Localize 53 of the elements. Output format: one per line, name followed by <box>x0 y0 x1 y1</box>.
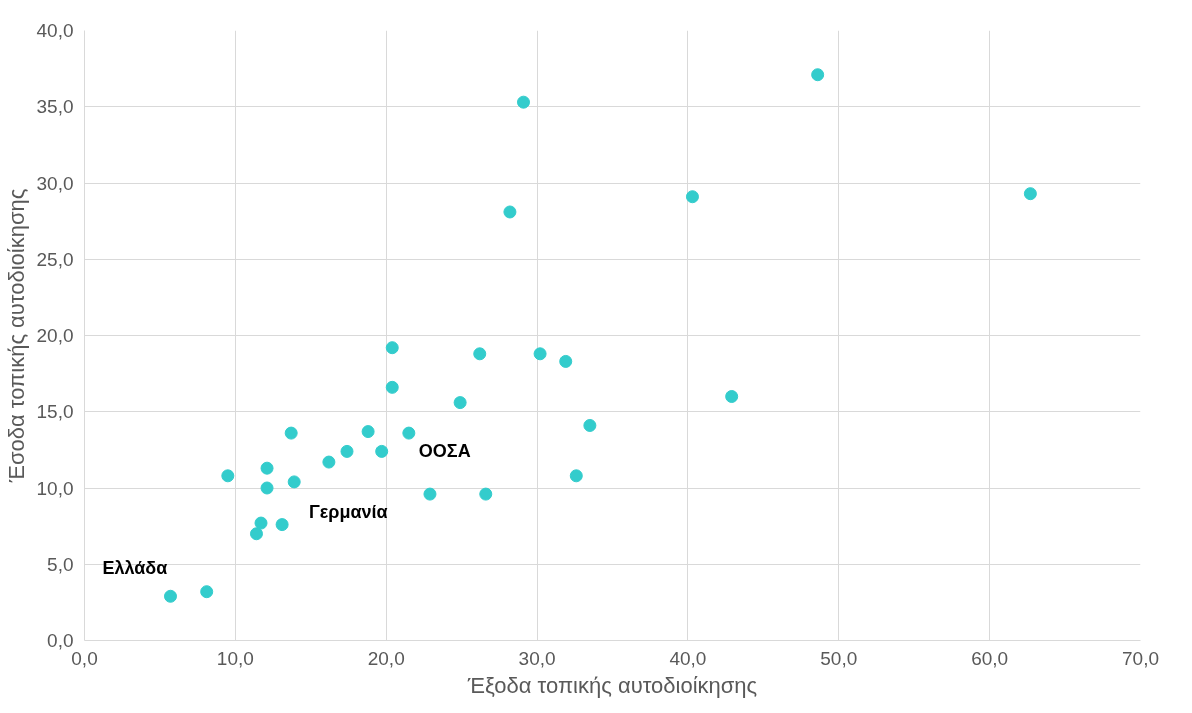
x-tick-label: 50,0 <box>820 647 858 669</box>
point <box>1023 187 1037 201</box>
point <box>725 390 739 403</box>
point <box>249 527 263 541</box>
x-tick-label: 60,0 <box>971 647 1009 669</box>
y-tick-label: 35,0 <box>36 96 74 118</box>
y-tick-label: 15,0 <box>36 401 74 423</box>
point <box>559 354 573 368</box>
point <box>275 518 289 532</box>
point <box>284 426 298 440</box>
point <box>402 426 416 440</box>
point <box>473 347 487 361</box>
point <box>385 380 399 394</box>
y-tick-label: 20,0 <box>36 325 74 346</box>
point <box>254 516 268 530</box>
point <box>287 475 301 489</box>
point <box>322 455 336 469</box>
point <box>200 585 214 599</box>
point <box>811 68 825 82</box>
y-tick-label: 40,0 <box>36 20 74 41</box>
y-tick-label: 30,0 <box>36 172 74 194</box>
point <box>479 487 493 501</box>
point <box>375 444 389 458</box>
point <box>569 469 583 483</box>
y-tick-label: 0,0 <box>47 630 74 651</box>
point <box>340 444 354 458</box>
annotation: Ελλάδα <box>102 558 168 579</box>
x-tick-label: 30,0 <box>518 647 556 669</box>
point <box>260 461 274 475</box>
point <box>385 341 399 355</box>
x-tick-label: 20,0 <box>367 647 405 669</box>
y-tick-label: 25,0 <box>36 248 74 270</box>
x-tick-label: 0,0 <box>71 647 98 669</box>
point <box>503 205 517 219</box>
x-tick-label: 70,0 <box>1122 647 1159 669</box>
y-tick-label: 5,0 <box>47 553 74 575</box>
x-tick-label: 40,0 <box>669 647 707 669</box>
annotation: Γερμανία <box>308 502 388 523</box>
point <box>453 396 467 410</box>
point <box>685 190 699 204</box>
point <box>516 95 530 109</box>
point <box>221 469 235 483</box>
point <box>583 418 597 432</box>
point <box>260 481 274 495</box>
y-axis-title: Έσοδα τοπικής αυτοδιοίκησης <box>3 188 29 484</box>
point <box>423 487 437 501</box>
y-tick-label: 10,0 <box>36 477 74 499</box>
point <box>533 347 547 361</box>
point <box>361 425 375 439</box>
x-axis-title: Έξοδα τοπικής αυτοδιοίκησης <box>466 672 758 698</box>
annotation: ΟΟΣΑ <box>418 441 471 462</box>
x-tick-label: 10,0 <box>216 647 254 669</box>
point <box>163 589 177 603</box>
